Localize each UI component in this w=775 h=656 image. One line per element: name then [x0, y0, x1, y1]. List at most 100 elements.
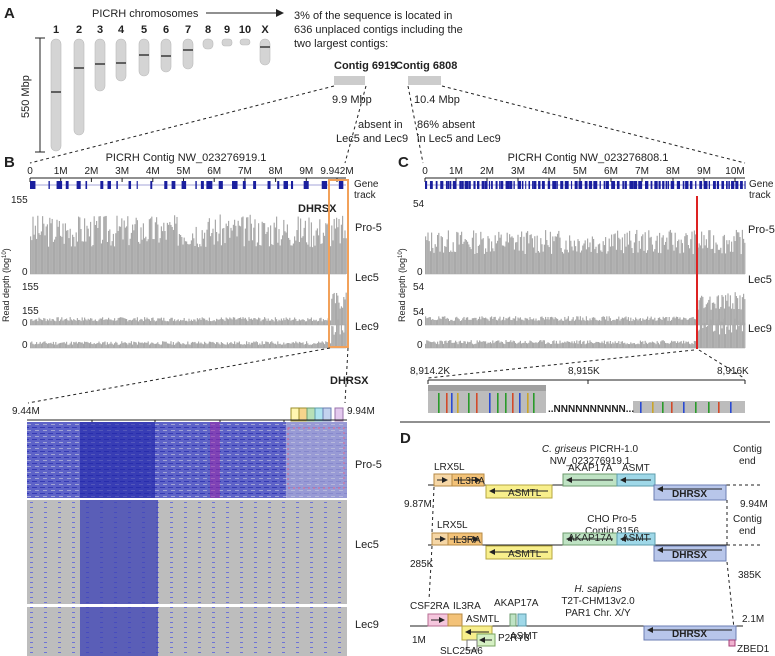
depth-bar	[337, 227, 339, 274]
gene-block	[560, 181, 564, 189]
depth-bar	[326, 320, 328, 325]
lec9-dense-region	[80, 607, 158, 656]
d-row3-right: 2.1M	[742, 614, 764, 625]
gene-block	[638, 181, 643, 189]
depth-bar	[218, 233, 220, 274]
depth-bar	[246, 217, 248, 274]
depth-bar	[278, 344, 280, 348]
depth-bar	[453, 320, 455, 325]
d-row2-end: Contig	[733, 514, 762, 525]
depth-bar	[87, 342, 89, 348]
depth-bar	[511, 236, 513, 274]
depth-bar	[163, 341, 165, 348]
depth-bar	[314, 245, 316, 274]
depth-bar	[504, 246, 506, 274]
depth-bar	[641, 236, 643, 274]
depth-bar	[168, 224, 170, 274]
gene-block	[477, 181, 480, 189]
depth-bar	[292, 342, 294, 348]
depth-bar	[196, 243, 198, 274]
depth-bar	[523, 320, 525, 325]
depth-bar	[548, 319, 550, 325]
depth-bar	[90, 221, 92, 274]
depth-bar	[721, 253, 723, 274]
depth-bar	[613, 343, 615, 348]
depth-bar	[540, 340, 542, 348]
depth-bar	[235, 319, 237, 325]
axis-tick-label: 7M	[238, 166, 252, 177]
depth-bar	[648, 342, 650, 348]
depth-bar	[38, 233, 40, 274]
depth-bar	[193, 238, 195, 274]
depth-bar	[657, 317, 659, 325]
depth-bar	[488, 342, 490, 348]
depth-bar	[677, 341, 679, 348]
depth-bar	[439, 340, 441, 348]
depth-bar	[680, 239, 682, 274]
depth-bar	[146, 317, 148, 325]
depth-bar	[695, 341, 697, 348]
depth-bar	[44, 341, 46, 348]
depth-bar	[518, 250, 520, 274]
depth-bar	[464, 341, 466, 348]
depth-bar	[635, 233, 637, 274]
depth-bar	[609, 318, 611, 325]
depth-bar	[61, 317, 63, 325]
depth-bar	[710, 309, 712, 325]
depth-bar	[447, 340, 449, 348]
depth-bar	[614, 233, 616, 274]
depth-bar	[318, 235, 320, 274]
depth-bar	[330, 246, 332, 274]
depth-bar	[56, 344, 58, 348]
depth-bar	[487, 342, 489, 348]
depth-bar	[579, 340, 581, 348]
depth-bar	[607, 320, 609, 325]
depth-bar	[459, 320, 461, 325]
depth-bar	[58, 343, 60, 348]
gene-block	[552, 181, 557, 189]
depth-bar	[685, 341, 687, 348]
depth-bar	[474, 343, 476, 348]
depth-bar	[517, 342, 519, 348]
depth-bar	[106, 342, 108, 348]
depth-bar	[433, 341, 435, 348]
depth-bar	[647, 250, 649, 274]
depth-bar	[475, 317, 477, 325]
depth-bar	[196, 318, 198, 325]
depth-bar	[177, 341, 179, 348]
depth-bar	[479, 340, 481, 348]
depth-bar	[666, 237, 668, 274]
depth-bar	[516, 320, 518, 325]
depth-bar	[175, 343, 177, 348]
depth-bar	[579, 316, 581, 325]
depth-bar	[465, 317, 467, 325]
depth-bar	[608, 343, 610, 348]
gene-block	[616, 181, 620, 189]
depth-bar	[248, 342, 250, 348]
depth-bar	[649, 342, 651, 348]
depth-bar	[649, 237, 651, 274]
depth-bar	[188, 344, 190, 348]
depth-bar	[495, 243, 497, 274]
depth-bar	[135, 342, 137, 348]
depth-bar	[553, 319, 555, 325]
gene-block	[181, 181, 187, 189]
depth-bar	[307, 318, 309, 325]
depth-bar	[626, 319, 628, 325]
depth-bar	[564, 249, 566, 274]
depth-bar	[619, 239, 621, 274]
depth-bar	[437, 235, 439, 274]
depth-bar	[102, 239, 104, 274]
depth-bar	[687, 319, 689, 325]
depth-bar	[194, 341, 196, 348]
depth-bar	[560, 248, 562, 274]
depth-bar	[322, 342, 324, 348]
depth-bar	[573, 240, 575, 274]
depth-bar	[230, 342, 232, 348]
gene-block	[570, 181, 573, 189]
gene-block	[662, 181, 665, 189]
depth-bar	[136, 344, 138, 348]
depth-bar	[465, 240, 467, 274]
depth-bar	[129, 343, 131, 348]
depth-bar	[308, 217, 310, 274]
